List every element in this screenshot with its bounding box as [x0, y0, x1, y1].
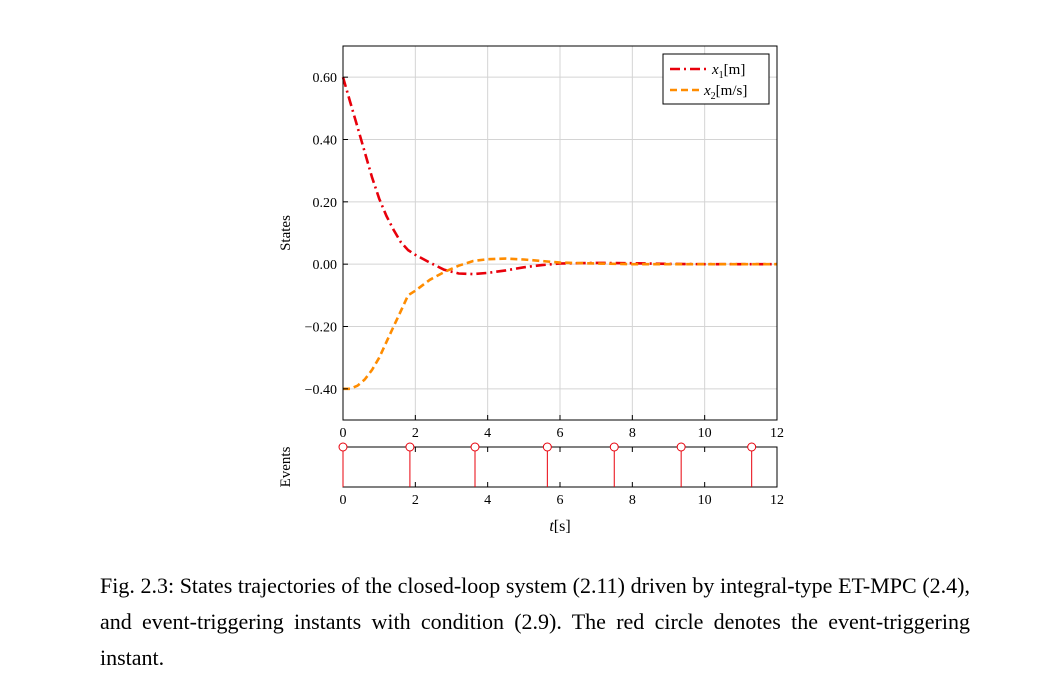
y-tick-label: −0.40 — [305, 383, 337, 398]
x-tick-label: 6 — [557, 426, 564, 441]
x-tick-label: 0 — [340, 426, 347, 441]
time-axis-label: t[s] — [549, 518, 570, 535]
event-marker — [338, 442, 348, 452]
legend-label-x1: x1[m] — [711, 62, 745, 81]
y-tick-label: 0.00 — [313, 258, 338, 273]
events-plot: 0 2 4 6 8 10 12 Events t[s] — [278, 442, 785, 535]
event-x-tick-label: 0 — [340, 493, 347, 508]
series-line-x1 — [341, 76, 777, 276]
event-x-tick-label: 4 — [484, 493, 491, 508]
events-y-label: Events — [278, 446, 294, 487]
x-tick-label: 2 — [412, 426, 419, 441]
y-tick-label: 0.20 — [313, 196, 338, 211]
y-tick-label: −0.20 — [305, 321, 337, 336]
event-x-tick-label: 12 — [770, 493, 784, 508]
event-marker — [609, 442, 619, 452]
event-x-tick-label: 2 — [412, 493, 419, 508]
events-stems — [338, 442, 757, 487]
y-tick-label: 0.40 — [313, 134, 338, 149]
event-marker — [676, 442, 686, 452]
x-tick-label: 4 — [484, 426, 491, 441]
y-tick-label: 0.60 — [313, 71, 338, 86]
figure: −0.40 −0.20 0.00 0.20 0.40 0.60 0 2 4 6 8 10 12 Sta… — [278, 45, 785, 535]
states-plot: −0.40 −0.20 0.00 0.20 0.40 0.60 0 2 4 6 8 10 12 Sta… — [278, 45, 784, 441]
legend-label-x2: x2[m/s] — [703, 83, 747, 102]
legend: x1[m] x2[m/s] — [662, 53, 770, 105]
event-marker — [747, 442, 757, 452]
event-x-tick-label: 6 — [557, 493, 564, 508]
states-y-label: States — [278, 215, 294, 251]
states-x-ticks: 0 2 4 6 8 10 12 — [340, 415, 784, 441]
event-x-tick-label: 10 — [698, 493, 712, 508]
events-x-ticks: 0 2 4 6 8 10 12 — [340, 493, 785, 508]
states-y-ticks: −0.40 −0.20 0.00 0.20 0.40 0.60 — [305, 71, 348, 398]
states-series — [341, 76, 777, 391]
figure-caption: Fig. 2.3: States trajectories of the clo… — [100, 573, 970, 670]
series-line-x2 — [343, 257, 777, 391]
event-marker — [542, 442, 552, 452]
event-marker — [405, 442, 415, 452]
x-tick-label: 10 — [698, 426, 712, 441]
event-x-tick-label: 8 — [629, 493, 636, 508]
x-tick-label: 8 — [629, 426, 636, 441]
events-ticks — [342, 447, 778, 487]
x-tick-label: 12 — [770, 426, 784, 441]
event-marker — [470, 442, 480, 452]
